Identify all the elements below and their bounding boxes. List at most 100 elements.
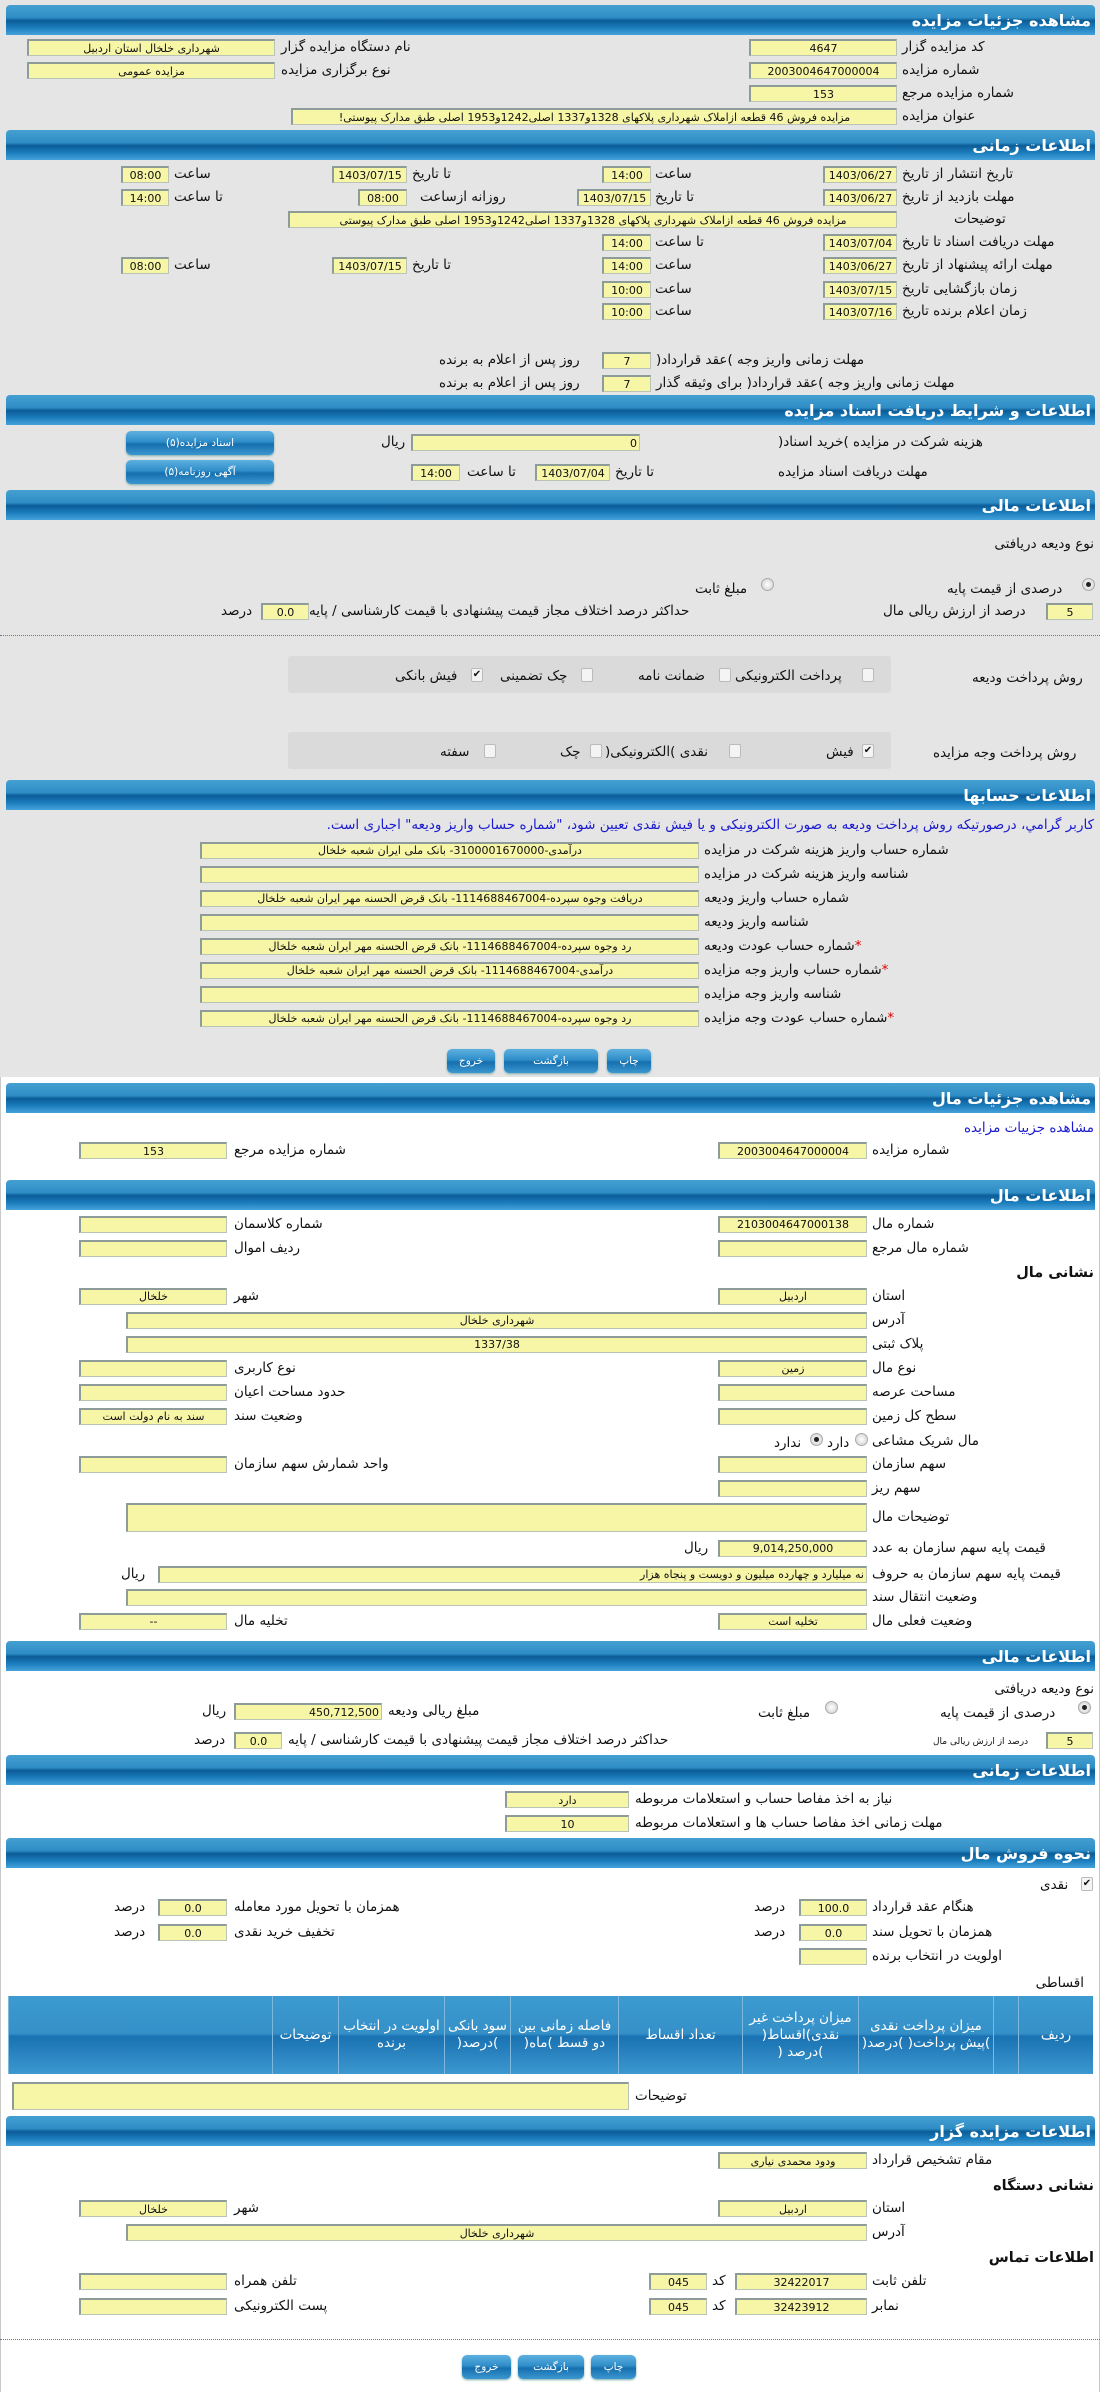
winner-time[interactable] bbox=[602, 303, 651, 320]
auction-documents-button[interactable]: اسناد مزایده(۵) bbox=[126, 431, 274, 455]
class-number-field[interactable] bbox=[79, 1216, 227, 1233]
share-field[interactable] bbox=[718, 1456, 867, 1473]
opening-date[interactable] bbox=[823, 281, 897, 298]
building-area-field[interactable] bbox=[79, 1384, 227, 1401]
province-field[interactable]: اردبیل bbox=[718, 1288, 867, 1305]
account-field[interactable]: رد وجوه سپرده-1114688467004- بانک قرض ال… bbox=[200, 1010, 699, 1027]
print-button[interactable]: چاپ bbox=[591, 2355, 636, 2379]
payment-promissory-checkbox[interactable] bbox=[484, 744, 496, 758]
account-field[interactable] bbox=[200, 866, 699, 883]
plaque-field[interactable]: 1337/38 bbox=[126, 1336, 867, 1353]
clearance-field[interactable] bbox=[505, 1791, 629, 1808]
priority-field[interactable] bbox=[799, 1948, 867, 1965]
guarantor-days-field[interactable] bbox=[602, 375, 651, 392]
winner-date[interactable] bbox=[823, 303, 897, 320]
fixed-radio[interactable] bbox=[761, 578, 774, 591]
item-number-field[interactable]: 2103004647000138 bbox=[718, 1216, 867, 1233]
authority-field[interactable] bbox=[718, 2152, 867, 2169]
email-field[interactable] bbox=[79, 2298, 227, 2315]
area-field[interactable] bbox=[718, 1384, 867, 1401]
usage-field[interactable] bbox=[79, 1360, 227, 1377]
account-field[interactable]: رد وجوه سپرده-1114688467004- بانک قرض ال… bbox=[200, 938, 699, 955]
payment-cash-checkbox[interactable] bbox=[729, 744, 741, 758]
docs-to-date[interactable] bbox=[823, 234, 897, 251]
address-field[interactable]: شهرداری خلخال bbox=[126, 1312, 867, 1329]
account-field[interactable]: دریافت وجوه سپرده-1114688467004- بانک قر… bbox=[200, 890, 699, 907]
docs-deadline-date[interactable] bbox=[535, 464, 610, 481]
fee-field[interactable] bbox=[411, 434, 640, 451]
item-notes-field[interactable] bbox=[126, 1503, 867, 1532]
auction-subject-field[interactable] bbox=[291, 108, 897, 125]
vacate-field[interactable]: -- bbox=[79, 1613, 227, 1630]
clearance-days-field[interactable] bbox=[505, 1815, 629, 1832]
exit-button[interactable]: خروج bbox=[462, 2355, 511, 2379]
mobile-field[interactable] bbox=[79, 2273, 227, 2290]
contract-percent-field[interactable] bbox=[799, 1899, 867, 1916]
item-ref-field[interactable] bbox=[718, 1240, 867, 1257]
payment-cheque-checkbox[interactable] bbox=[590, 744, 602, 758]
visit-to-date[interactable] bbox=[577, 189, 651, 206]
item-percent-radio[interactable] bbox=[1078, 1701, 1091, 1714]
offer-to-date[interactable] bbox=[332, 257, 407, 274]
offer-from-date[interactable] bbox=[823, 257, 897, 274]
publish-from-time[interactable] bbox=[602, 166, 651, 183]
share-unit-field[interactable] bbox=[79, 1456, 227, 1473]
auction-number-field[interactable] bbox=[749, 62, 897, 79]
organizer-address-field[interactable] bbox=[126, 2224, 867, 2241]
daily-from-time[interactable] bbox=[358, 189, 407, 206]
exit-button[interactable]: خروج bbox=[447, 1049, 495, 1073]
print-button[interactable]: چاپ bbox=[607, 1049, 651, 1073]
asset-row-field[interactable] bbox=[79, 1240, 227, 1257]
deed-percent-field[interactable] bbox=[799, 1924, 867, 1941]
opening-time[interactable] bbox=[602, 281, 651, 298]
visit-from-date[interactable] bbox=[823, 189, 897, 206]
offer-from-time[interactable] bbox=[602, 257, 651, 274]
fax-code-field[interactable] bbox=[649, 2298, 707, 2315]
daily-to-time[interactable] bbox=[121, 189, 169, 206]
account-field[interactable]: درآمدی-1114688467004- بانک قرض الحسنه مه… bbox=[200, 962, 699, 979]
payment-receipt-checkbox[interactable]: ✔ bbox=[862, 744, 874, 758]
land-area-field[interactable] bbox=[718, 1408, 867, 1425]
deposit-cheque-checkbox[interactable] bbox=[581, 668, 593, 682]
shared-no-radio[interactable] bbox=[810, 1433, 823, 1446]
account-field[interactable] bbox=[200, 986, 699, 1003]
phone-code-field[interactable] bbox=[649, 2273, 707, 2290]
delivery-percent-field[interactable] bbox=[158, 1899, 227, 1916]
deposit-bank-receipt-checkbox[interactable]: ✔ bbox=[471, 668, 483, 682]
cash-checkbox[interactable]: ✔ bbox=[1081, 1877, 1093, 1891]
auction-details-link[interactable]: مشاهده جزییات مزایده bbox=[963, 1120, 1094, 1136]
organizer-city-field[interactable] bbox=[79, 2200, 227, 2217]
docs-to-time[interactable] bbox=[602, 234, 651, 251]
percent-value-field[interactable] bbox=[1046, 603, 1093, 620]
item-status-field[interactable]: تخلیه است bbox=[718, 1613, 867, 1630]
back-button[interactable]: بازگشت bbox=[518, 2355, 584, 2379]
item-auction-ref-field[interactable] bbox=[79, 1142, 227, 1159]
account-field[interactable] bbox=[200, 914, 699, 931]
item-fixed-radio[interactable] bbox=[825, 1701, 838, 1714]
deed-status-field[interactable]: سند به نام دولت است bbox=[79, 1408, 227, 1425]
item-kind-field[interactable]: زمین bbox=[718, 1360, 867, 1377]
docs-deadline-time[interactable] bbox=[411, 464, 460, 481]
account-field[interactable]: درآمدی-3100001670000- بانک ملی ایران شعب… bbox=[200, 842, 699, 859]
minor-share-field[interactable] bbox=[718, 1480, 867, 1497]
phone-field[interactable] bbox=[735, 2273, 867, 2290]
city-field[interactable]: خلخال bbox=[79, 1288, 227, 1305]
percent-radio[interactable] bbox=[1082, 578, 1095, 591]
publish-from-date[interactable] bbox=[823, 166, 897, 183]
base-price-text-field[interactable]: نه میلیارد و چهارده میلیون و دویست و پنج… bbox=[158, 1566, 867, 1583]
publish-to-date[interactable] bbox=[332, 166, 407, 183]
newspaper-ad-button[interactable]: آگهی روزنامه(۵) bbox=[126, 460, 274, 484]
auction-code-field[interactable] bbox=[749, 39, 897, 56]
auction-ref-field[interactable] bbox=[749, 85, 897, 102]
shared-yes-radio[interactable] bbox=[855, 1433, 868, 1446]
payment-days-field[interactable] bbox=[602, 352, 651, 369]
sale-notes-field[interactable] bbox=[12, 2082, 629, 2110]
deposit-amount-field[interactable] bbox=[234, 1703, 382, 1720]
auction-type-field[interactable] bbox=[27, 62, 275, 79]
organizer-name-field[interactable] bbox=[27, 39, 275, 56]
organizer-province-field[interactable] bbox=[718, 2200, 867, 2217]
discount-field[interactable] bbox=[158, 1924, 227, 1941]
base-price-number-field[interactable]: 9,014,250,000 bbox=[718, 1540, 867, 1557]
deposit-guarantee-checkbox[interactable] bbox=[719, 668, 731, 682]
item-auction-number-field[interactable] bbox=[718, 1142, 867, 1159]
